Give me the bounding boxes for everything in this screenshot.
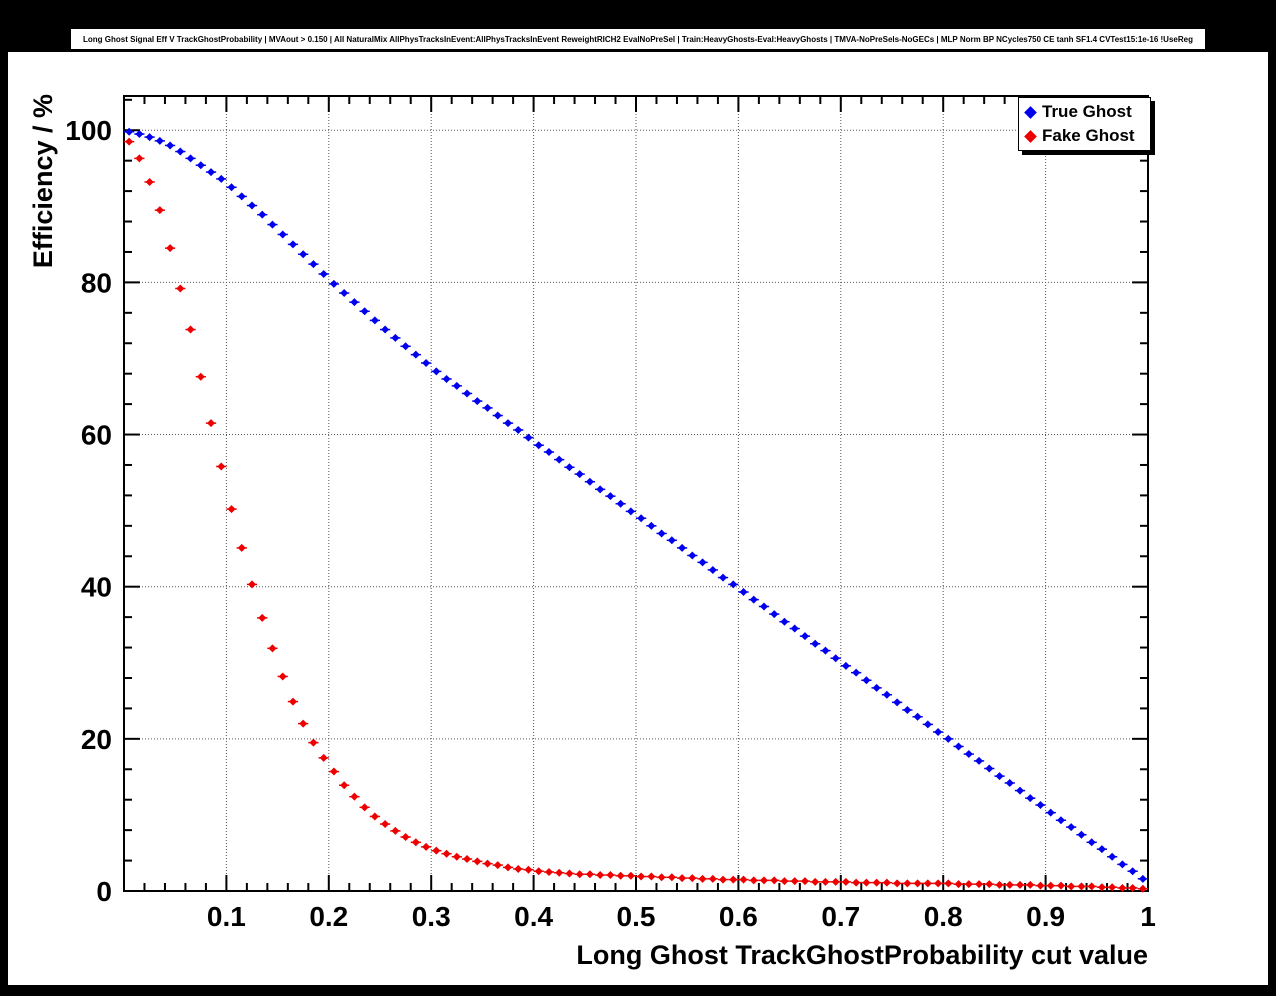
svg-text:0.6: 0.6 bbox=[719, 901, 758, 932]
svg-text:0.1: 0.1 bbox=[207, 901, 246, 932]
series-fake-ghost bbox=[124, 137, 1148, 893]
legend-label: Fake Ghost bbox=[1042, 126, 1135, 145]
y-axis-title: Efficiency / % bbox=[28, 94, 58, 269]
x-tick-labels: 0.1 0.2 0.3 0.4 0.5 0.6 0.7 0.8 0.9 1 bbox=[207, 901, 1156, 932]
svg-text:100: 100 bbox=[65, 115, 112, 146]
svg-text:20: 20 bbox=[81, 724, 112, 755]
legend-entry-fake-ghost: Fake Ghost bbox=[1019, 124, 1150, 148]
svg-text:60: 60 bbox=[81, 420, 112, 451]
svg-text:80: 80 bbox=[81, 267, 112, 298]
series-true-ghost bbox=[124, 127, 1148, 883]
plot-title: Long Ghost Signal Eff V TrackGhostProbab… bbox=[70, 28, 1206, 50]
legend-label: True Ghost bbox=[1042, 102, 1132, 121]
svg-text:0.4: 0.4 bbox=[514, 901, 553, 932]
svg-text:0.7: 0.7 bbox=[821, 901, 860, 932]
svg-text:0.9: 0.9 bbox=[1026, 901, 1065, 932]
legend: True Ghost Fake Ghost bbox=[1018, 97, 1151, 151]
svg-text:40: 40 bbox=[81, 572, 112, 603]
axis-ticks bbox=[124, 96, 1148, 891]
svg-text:0.2: 0.2 bbox=[309, 901, 348, 932]
gridlines bbox=[124, 96, 1149, 891]
svg-text:0.5: 0.5 bbox=[617, 901, 656, 932]
svg-text:1: 1 bbox=[1140, 901, 1156, 932]
fake-ghost-marker-icon bbox=[1024, 129, 1037, 143]
legend-entry-true-ghost: True Ghost bbox=[1019, 100, 1150, 124]
svg-text:0: 0 bbox=[96, 876, 112, 907]
svg-text:0.8: 0.8 bbox=[924, 901, 963, 932]
x-axis-title: Long Ghost TrackGhostProbability cut val… bbox=[576, 940, 1148, 970]
svg-text:0.3: 0.3 bbox=[412, 901, 451, 932]
y-tick-labels: 0 20 40 60 80 100 bbox=[65, 115, 112, 907]
true-ghost-marker-icon bbox=[1024, 105, 1037, 119]
